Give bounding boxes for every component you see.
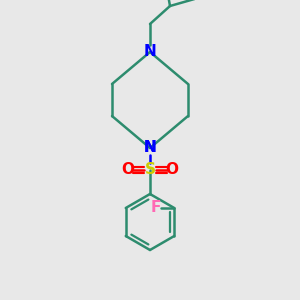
Text: O: O: [166, 163, 178, 178]
Text: N: N: [144, 140, 156, 155]
Text: S: S: [145, 163, 155, 178]
Text: O: O: [122, 163, 134, 178]
Text: F: F: [151, 200, 161, 215]
Text: N: N: [144, 44, 156, 59]
Text: N: N: [144, 140, 156, 155]
